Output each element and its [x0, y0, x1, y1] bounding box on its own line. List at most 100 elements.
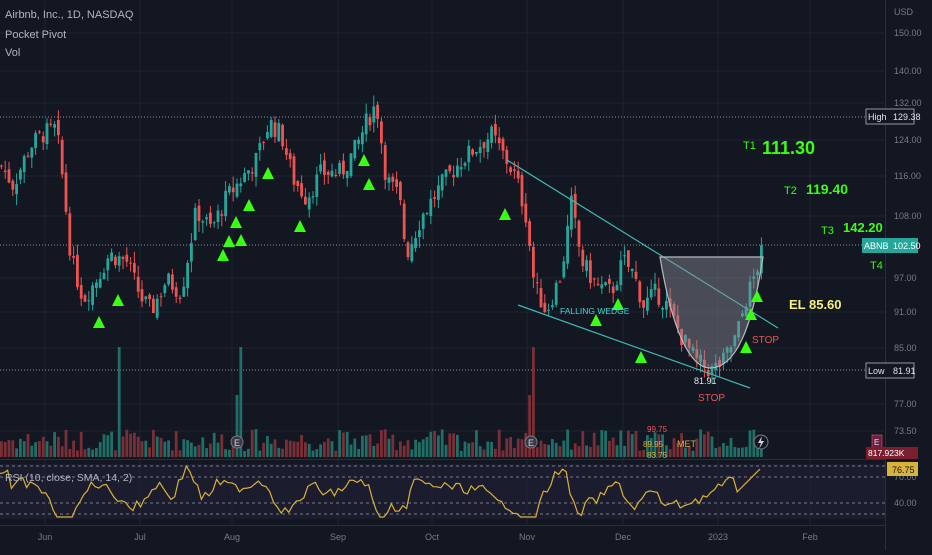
candle-body [19, 169, 22, 180]
volume-bar [212, 432, 216, 457]
candle-body [136, 276, 140, 292]
high-tag [865, 108, 915, 125]
candle-body [448, 165, 452, 172]
price-tick-label: 73.50 [894, 426, 917, 436]
volume-bar [254, 429, 258, 457]
volume-bar [748, 430, 752, 457]
candle-body [140, 289, 144, 302]
candle-body [342, 160, 345, 175]
time-tick-label: Sep [330, 532, 346, 542]
candle-body [581, 249, 585, 267]
candle-body [22, 156, 26, 172]
candle-body [509, 167, 512, 173]
volume-bar [269, 443, 273, 457]
pocket-pivot-triangle [112, 294, 124, 306]
time-axis[interactable]: Jun Jul Aug Sep Oct Nov Dec 2023 Feb [38, 532, 818, 542]
rsi-value-tag [887, 462, 918, 476]
candle-body [437, 185, 440, 200]
volume-bar [34, 442, 37, 457]
candle-body [752, 276, 756, 279]
candle-body [235, 183, 239, 197]
candle-body [524, 203, 528, 223]
candle-body [292, 156, 296, 185]
candle-body [402, 203, 406, 240]
candle-body [646, 297, 649, 311]
volume-bar [387, 438, 391, 457]
volume-bar [687, 445, 691, 457]
volume-bar [91, 449, 94, 457]
volume-bar [205, 448, 208, 457]
volume-bar [444, 444, 448, 457]
candle-body [349, 153, 353, 176]
small-label-1: 99.75 [647, 425, 668, 434]
volume-bar [285, 439, 288, 457]
candle-body [471, 149, 474, 155]
price-tick-label: 150.00 [894, 28, 922, 38]
time-tick-label: Dec [615, 532, 632, 542]
lightning-icon[interactable] [753, 434, 769, 450]
candle-body [106, 258, 110, 271]
candle-body [395, 179, 398, 187]
volume-bar [505, 438, 509, 457]
volume-bar [53, 432, 56, 457]
price-axis[interactable]: 150.00 140.00 132.00 124.00 116.00 108.00 97.0… [894, 28, 922, 436]
volume-bar [611, 437, 615, 457]
candle-body [744, 306, 748, 317]
volume-bar [57, 436, 60, 457]
candle-body [152, 298, 155, 313]
pocket-pivot-triangle [294, 220, 306, 232]
candle-body [178, 297, 182, 300]
volume-bar [247, 448, 250, 457]
volume-bar [699, 429, 702, 457]
volume-bar [630, 434, 634, 457]
candle-body [64, 172, 68, 212]
volume-bar [182, 439, 186, 457]
falling-wedge-label: FALLING WEDGE [560, 306, 630, 316]
volume-bar [380, 430, 383, 457]
volume-bar [15, 448, 18, 457]
volume-bar [174, 431, 178, 457]
price-tick-label: 77.00 [894, 399, 917, 409]
volume-bar [372, 445, 376, 457]
volume-bar [383, 429, 387, 457]
volume-bar [281, 448, 284, 457]
pocket-pivot-triangle [217, 249, 229, 261]
earnings-icon[interactable]: E [230, 435, 244, 449]
candle-body [186, 262, 189, 289]
candle-body [68, 213, 72, 256]
volume-bar [209, 443, 212, 457]
volume-bar [513, 448, 516, 457]
candle-body [197, 205, 201, 222]
candle-body [144, 296, 148, 300]
volume-bar [159, 437, 163, 457]
candle-body [307, 197, 311, 210]
candle-body [528, 221, 531, 246]
rsi-tick-label: 70.00 [894, 472, 917, 482]
candle-body [589, 260, 592, 283]
volume-bar [402, 445, 406, 457]
volume-bar [684, 447, 687, 457]
pocket-pivot-triangle [235, 234, 247, 246]
volume-bar [418, 442, 421, 457]
candle-body [212, 222, 216, 224]
t1-label: T1 [743, 140, 756, 152]
volume-bar [345, 431, 349, 457]
volume-bar [494, 448, 497, 457]
volume-bar [95, 447, 98, 457]
volume-bar [532, 347, 535, 457]
volume-bar [706, 431, 710, 457]
earnings-icon[interactable]: E [524, 435, 538, 449]
candle-body [334, 174, 338, 176]
candle-body [76, 254, 79, 288]
volume-bar [3, 441, 7, 457]
candle-body [676, 315, 680, 329]
volume-bar [668, 448, 672, 457]
candle-body [570, 195, 573, 230]
candle-body [600, 284, 604, 289]
candle-body [661, 308, 664, 310]
volume-bar [448, 433, 452, 457]
time-tick-label: Jul [134, 532, 146, 542]
volume-bar [349, 444, 353, 457]
